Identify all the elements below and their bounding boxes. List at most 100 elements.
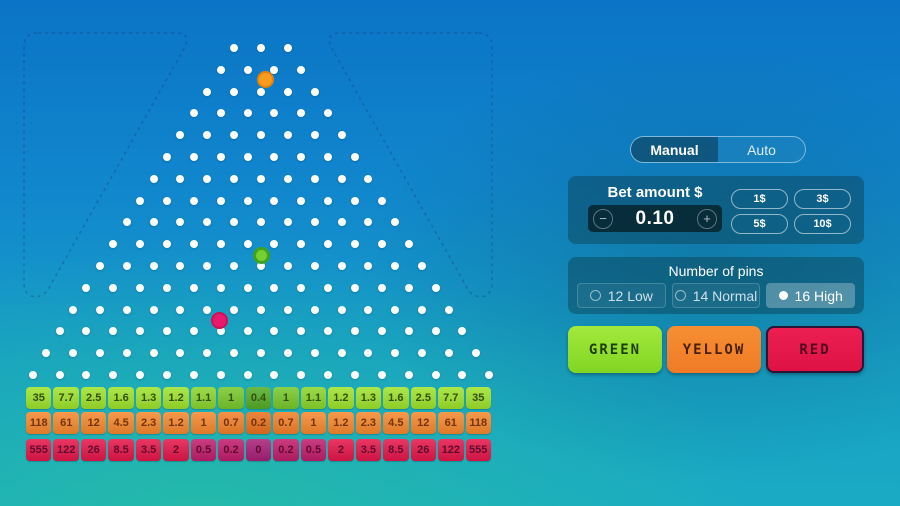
pin [391, 262, 400, 270]
pin [270, 196, 279, 205]
pin [283, 44, 292, 52]
radio-icon [778, 291, 788, 300]
multiplier-cell-red: 3.5 [135, 439, 162, 461]
pin [216, 371, 225, 379]
multiplier-cell-orange: 4.5 [383, 412, 409, 434]
pin [230, 131, 239, 140]
increase-bet-button[interactable]: + [696, 208, 717, 229]
pin [176, 218, 185, 227]
pin [216, 153, 225, 161]
multiplier-cell-red: 0.5 [300, 439, 327, 461]
pin [350, 153, 359, 161]
pin [404, 371, 413, 379]
multiplier-cell-orange: 0.2 [245, 412, 272, 434]
pin [230, 305, 239, 314]
multiplier-cell-red: 2 [163, 439, 189, 461]
quick-bet-5-button[interactable]: 5$ [731, 214, 788, 234]
pin [324, 240, 333, 249]
pin [364, 262, 373, 270]
pin [189, 153, 198, 161]
pin [324, 283, 333, 292]
right-wall-dashed-outline [328, 32, 493, 298]
decrease-bet-button[interactable]: − [593, 208, 613, 229]
pin [189, 327, 198, 336]
quick-bet-1-button[interactable]: 1$ [731, 189, 788, 209]
pin [350, 196, 359, 205]
red-bet-button[interactable]: RED [766, 326, 864, 373]
multiplier-cell-red: 3.5 [355, 439, 382, 461]
quick-bet-3-button[interactable]: 3$ [794, 189, 851, 209]
pin [283, 305, 292, 314]
pin [364, 218, 373, 227]
pin [149, 305, 158, 314]
pin [176, 174, 185, 183]
pin [270, 327, 279, 336]
tab-auto[interactable]: Auto [747, 141, 776, 158]
pin [283, 87, 292, 96]
pin-option-label: 12 Low [607, 287, 653, 304]
pin [216, 283, 225, 292]
pin [230, 87, 239, 96]
yellow-bet-button[interactable]: YELLOW [667, 326, 761, 373]
pin [431, 371, 440, 379]
pin [149, 349, 158, 358]
multiplier-cell-red: 8.5 [108, 439, 134, 461]
tab-manual[interactable]: Manual [631, 137, 718, 162]
multiplier-cell-orange: 12 [80, 412, 107, 434]
pin [350, 371, 359, 379]
pin [337, 349, 346, 358]
pin-option-12-low[interactable]: 12 Low [577, 283, 666, 308]
pin [109, 283, 118, 292]
pin [391, 218, 400, 227]
pin [297, 196, 306, 205]
pin [230, 262, 239, 270]
pin [230, 349, 239, 358]
pin [230, 174, 239, 183]
pin [163, 240, 172, 249]
multiplier-cell-orange: 1 [190, 412, 217, 434]
pin [95, 349, 104, 358]
pin [270, 109, 279, 118]
pin [444, 349, 453, 358]
green-bet-button[interactable]: GREEN [568, 326, 662, 373]
multiplier-cell-green: 2.5 [80, 387, 107, 409]
multiplier-cell-red: 0 [245, 439, 272, 461]
multiplier-cell-red: 555 [465, 439, 491, 461]
multiplier-cell-orange: 61 [53, 412, 79, 434]
pin [109, 371, 118, 379]
pin [350, 327, 359, 336]
orange-ball [256, 70, 274, 88]
pin [28, 371, 37, 379]
multiplier-cell-orange: 2.3 [355, 412, 382, 434]
pin [82, 327, 91, 336]
pin [203, 305, 212, 314]
pin [257, 349, 265, 358]
pin [82, 283, 91, 292]
quick-bet-10-button[interactable]: 10$ [794, 214, 851, 234]
pin [270, 283, 279, 292]
pin [149, 262, 158, 270]
number-of-pins-title: Number of pins [668, 263, 764, 279]
multiplier-cell-red: 26 [80, 439, 107, 461]
pin-option-16-high[interactable]: 16 High [766, 283, 856, 308]
pin [297, 327, 306, 336]
multiplier-cell-green: 1.1 [190, 387, 217, 409]
pin [122, 305, 131, 314]
pin [163, 153, 172, 161]
pin [136, 283, 145, 292]
pin [283, 349, 292, 358]
pin-option-label: 14 Normal [692, 287, 758, 304]
pin [310, 174, 319, 183]
pin-option-14-normal[interactable]: 14 Normal [671, 283, 761, 308]
pin [377, 327, 386, 336]
multiplier-cell-red: 0.2 [218, 439, 244, 461]
pin [297, 371, 306, 379]
pin [189, 109, 198, 118]
pin [257, 218, 265, 227]
pin [350, 240, 359, 249]
pin [243, 65, 252, 74]
multiplier-cell-green: 1.2 [163, 387, 189, 409]
pin [257, 131, 265, 140]
multiplier-cell-red: 0.2 [273, 439, 299, 461]
